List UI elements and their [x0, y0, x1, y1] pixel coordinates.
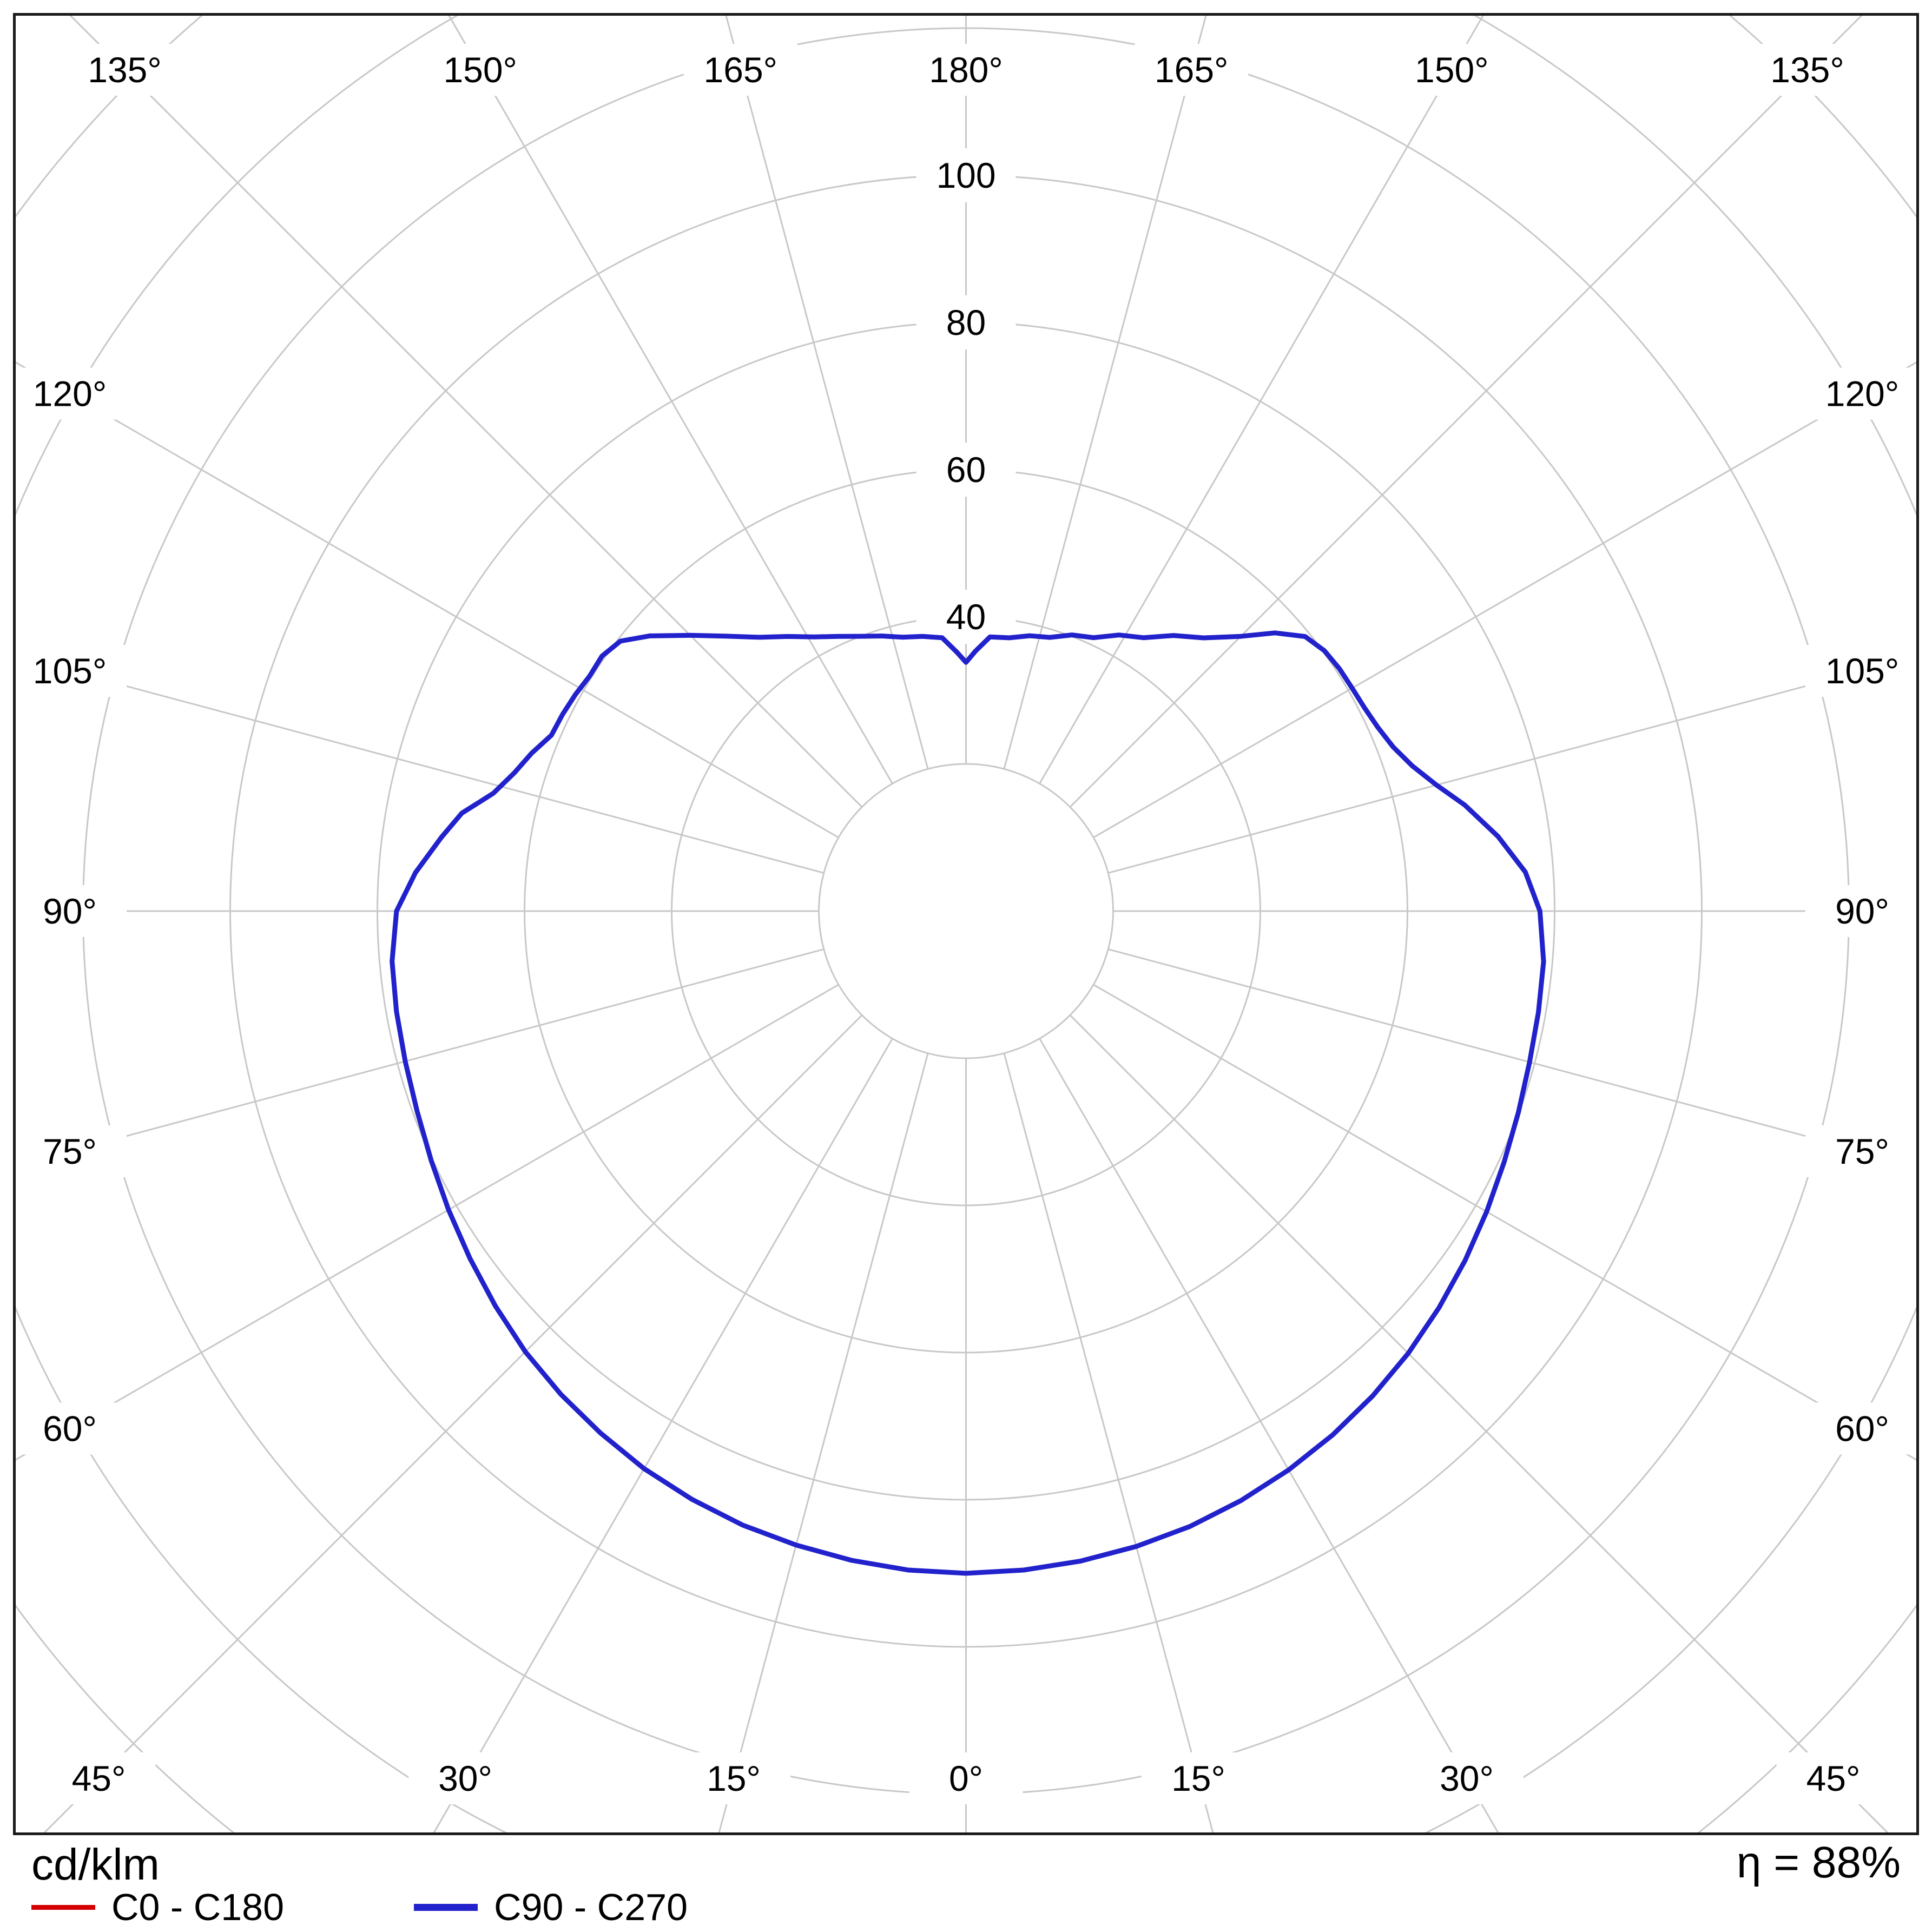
svg-text:100: 100 — [936, 155, 995, 195]
svg-text:150°: 150° — [443, 50, 517, 90]
svg-text:0°: 0° — [949, 1758, 983, 1798]
units-label: cd/klm — [31, 1840, 160, 1889]
svg-text:105°: 105° — [1825, 651, 1900, 691]
efficiency-label: η = 88% — [1736, 1838, 1901, 1887]
legend-label-c0-c180: C0 - C180 — [111, 1886, 285, 1928]
curve-C90-C270 — [390, 630, 1546, 1576]
svg-text:45°: 45° — [72, 1758, 126, 1798]
legend: C0 - C180 C90 - C270 — [31, 1886, 688, 1928]
curves — [390, 630, 1546, 1576]
svg-text:105°: 105° — [33, 651, 107, 691]
svg-text:120°: 120° — [1825, 374, 1900, 414]
svg-text:180°: 180° — [929, 50, 1003, 90]
svg-text:135°: 135° — [1770, 50, 1844, 90]
axis-labels: 40 60 80 100 0° 15° 15° 30° 30° 45° 45° 60° 60° 75° 75… — [16, 44, 1916, 1804]
svg-text:120°: 120° — [33, 374, 107, 414]
svg-text:165°: 165° — [704, 50, 778, 90]
svg-text:80: 80 — [946, 302, 986, 342]
svg-text:60: 60 — [946, 450, 986, 490]
svg-text:30°: 30° — [1440, 1758, 1494, 1798]
polar-plot-area: 40 60 80 100 0° 15° 15° 30° 30° 45° 45° 60° 60° 75° 75… — [13, 13, 1919, 1835]
polar-grid — [16, 16, 1916, 1832]
svg-text:15°: 15° — [707, 1758, 761, 1798]
svg-text:90°: 90° — [43, 891, 97, 931]
curve-C0-C180 — [390, 630, 1546, 1575]
svg-text:75°: 75° — [43, 1131, 97, 1171]
polar-chart: 40 60 80 100 0° 15° 15° 30° 30° 45° 45° 60° 60° 75° 75… — [16, 16, 1916, 1832]
svg-text:45°: 45° — [1806, 1758, 1861, 1798]
svg-text:30°: 30° — [438, 1758, 492, 1798]
svg-text:90°: 90° — [1835, 891, 1889, 931]
svg-text:60°: 60° — [43, 1408, 97, 1448]
svg-text:40: 40 — [946, 597, 986, 637]
svg-text:150°: 150° — [1415, 50, 1489, 90]
legend-label-c90-c270: C90 - C270 — [494, 1886, 688, 1928]
svg-text:135°: 135° — [88, 50, 162, 90]
svg-text:165°: 165° — [1155, 50, 1229, 90]
svg-text:60°: 60° — [1835, 1408, 1889, 1448]
svg-text:15°: 15° — [1171, 1758, 1225, 1798]
legend-spacer — [284, 1907, 414, 1908]
svg-text:75°: 75° — [1835, 1131, 1889, 1171]
legend-line-c0-c180-icon — [31, 1904, 95, 1910]
legend-line-c90-c270-icon — [414, 1903, 478, 1911]
